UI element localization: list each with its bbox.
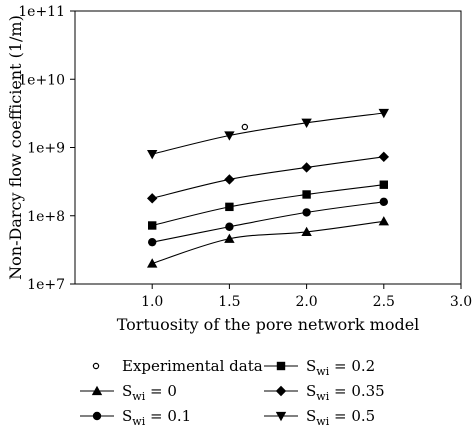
series-layer — [147, 108, 389, 268]
data-point-circle — [92, 411, 102, 421]
y-tick-label: 1e+9 — [27, 141, 65, 157]
series-2 — [148, 180, 388, 230]
data-point-square — [379, 180, 388, 189]
x-axis-ticks: 1.0 1.5 2.0 2.5 3.0 — [141, 284, 472, 310]
data-point-triangle-up — [91, 385, 103, 396]
series-line — [152, 112, 384, 155]
series-3 — [147, 151, 389, 204]
data-point-triangle-down — [224, 131, 235, 141]
data-point-diamond — [224, 174, 235, 185]
data-point-diamond — [275, 385, 287, 397]
legend-entry: Swi = 0 — [80, 382, 177, 403]
legend-entry: Experimental data — [92, 357, 263, 375]
y-axis-ticks: 1e+7 1e+8 1e+9 1e+10 1e+11 — [18, 4, 75, 293]
legend-entry: Swi = 0.5 — [264, 407, 375, 428]
data-point-square — [148, 221, 157, 230]
experimental-series — [241, 123, 249, 131]
x-tick-label: 1.5 — [218, 294, 240, 310]
data-point-circle — [148, 237, 157, 247]
data-point-circle — [379, 197, 388, 207]
data-point-diamond — [301, 162, 312, 173]
series-0 — [147, 216, 389, 268]
legend-label: Swi = 0.2 — [306, 357, 375, 378]
legend-entry: Swi = 0.35 — [264, 382, 385, 403]
legend-label: Swi = 0.5 — [306, 407, 375, 428]
series-line — [152, 156, 384, 199]
series-line — [152, 184, 384, 227]
x-axis-title: Tortuosity of the pore network model — [117, 315, 420, 334]
series-4 — [147, 108, 389, 160]
legend-entry: Swi = 0.1 — [80, 407, 191, 428]
data-point-triangle-down — [275, 411, 287, 422]
legend-label: Experimental data — [122, 357, 263, 375]
data-point-open-circle — [241, 123, 249, 131]
y-tick-label: 1e+11 — [18, 4, 65, 20]
data-point-triangle-up — [224, 233, 235, 243]
legend-label: Swi = 0 — [122, 382, 177, 403]
data-point-square — [276, 361, 286, 371]
series-line — [152, 220, 384, 264]
x-tick-label: 2.0 — [295, 294, 317, 310]
series-line — [152, 201, 384, 243]
legend: Experimental data Swi = 0.2 Swi = 0 Swi = 0… — [80, 357, 385, 428]
series-1 — [148, 197, 388, 247]
data-point-square — [302, 190, 311, 199]
x-tick-label: 3.0 — [450, 294, 472, 310]
data-point-diamond — [147, 193, 158, 204]
data-point-circle — [225, 222, 234, 231]
data-point-triangle-up — [147, 258, 158, 268]
data-point-triangle-up — [378, 216, 389, 226]
x-tick-label: 1.0 — [141, 294, 163, 310]
y-tick-label: 1e+10 — [18, 72, 65, 88]
y-tick-label: 1e+7 — [27, 277, 65, 293]
data-point-circle — [302, 208, 311, 217]
data-point-triangle-down — [301, 118, 312, 129]
y-axis-title: Non-Darcy flow coefficient (1/m) — [6, 15, 25, 280]
data-point-triangle-down — [147, 149, 158, 160]
y-tick-label: 1e+8 — [27, 209, 65, 225]
legend-entry: Swi = 0.2 — [264, 357, 375, 378]
data-point-diamond — [378, 151, 389, 163]
data-point-square — [225, 202, 234, 212]
data-point-triangle-down — [378, 108, 389, 119]
legend-label: Swi = 0.35 — [306, 382, 385, 403]
legend-label: Swi = 0.1 — [122, 407, 191, 428]
data-point-triangle-up — [301, 226, 312, 237]
data-point-open-circle — [92, 362, 100, 370]
x-tick-label: 2.5 — [373, 294, 395, 310]
